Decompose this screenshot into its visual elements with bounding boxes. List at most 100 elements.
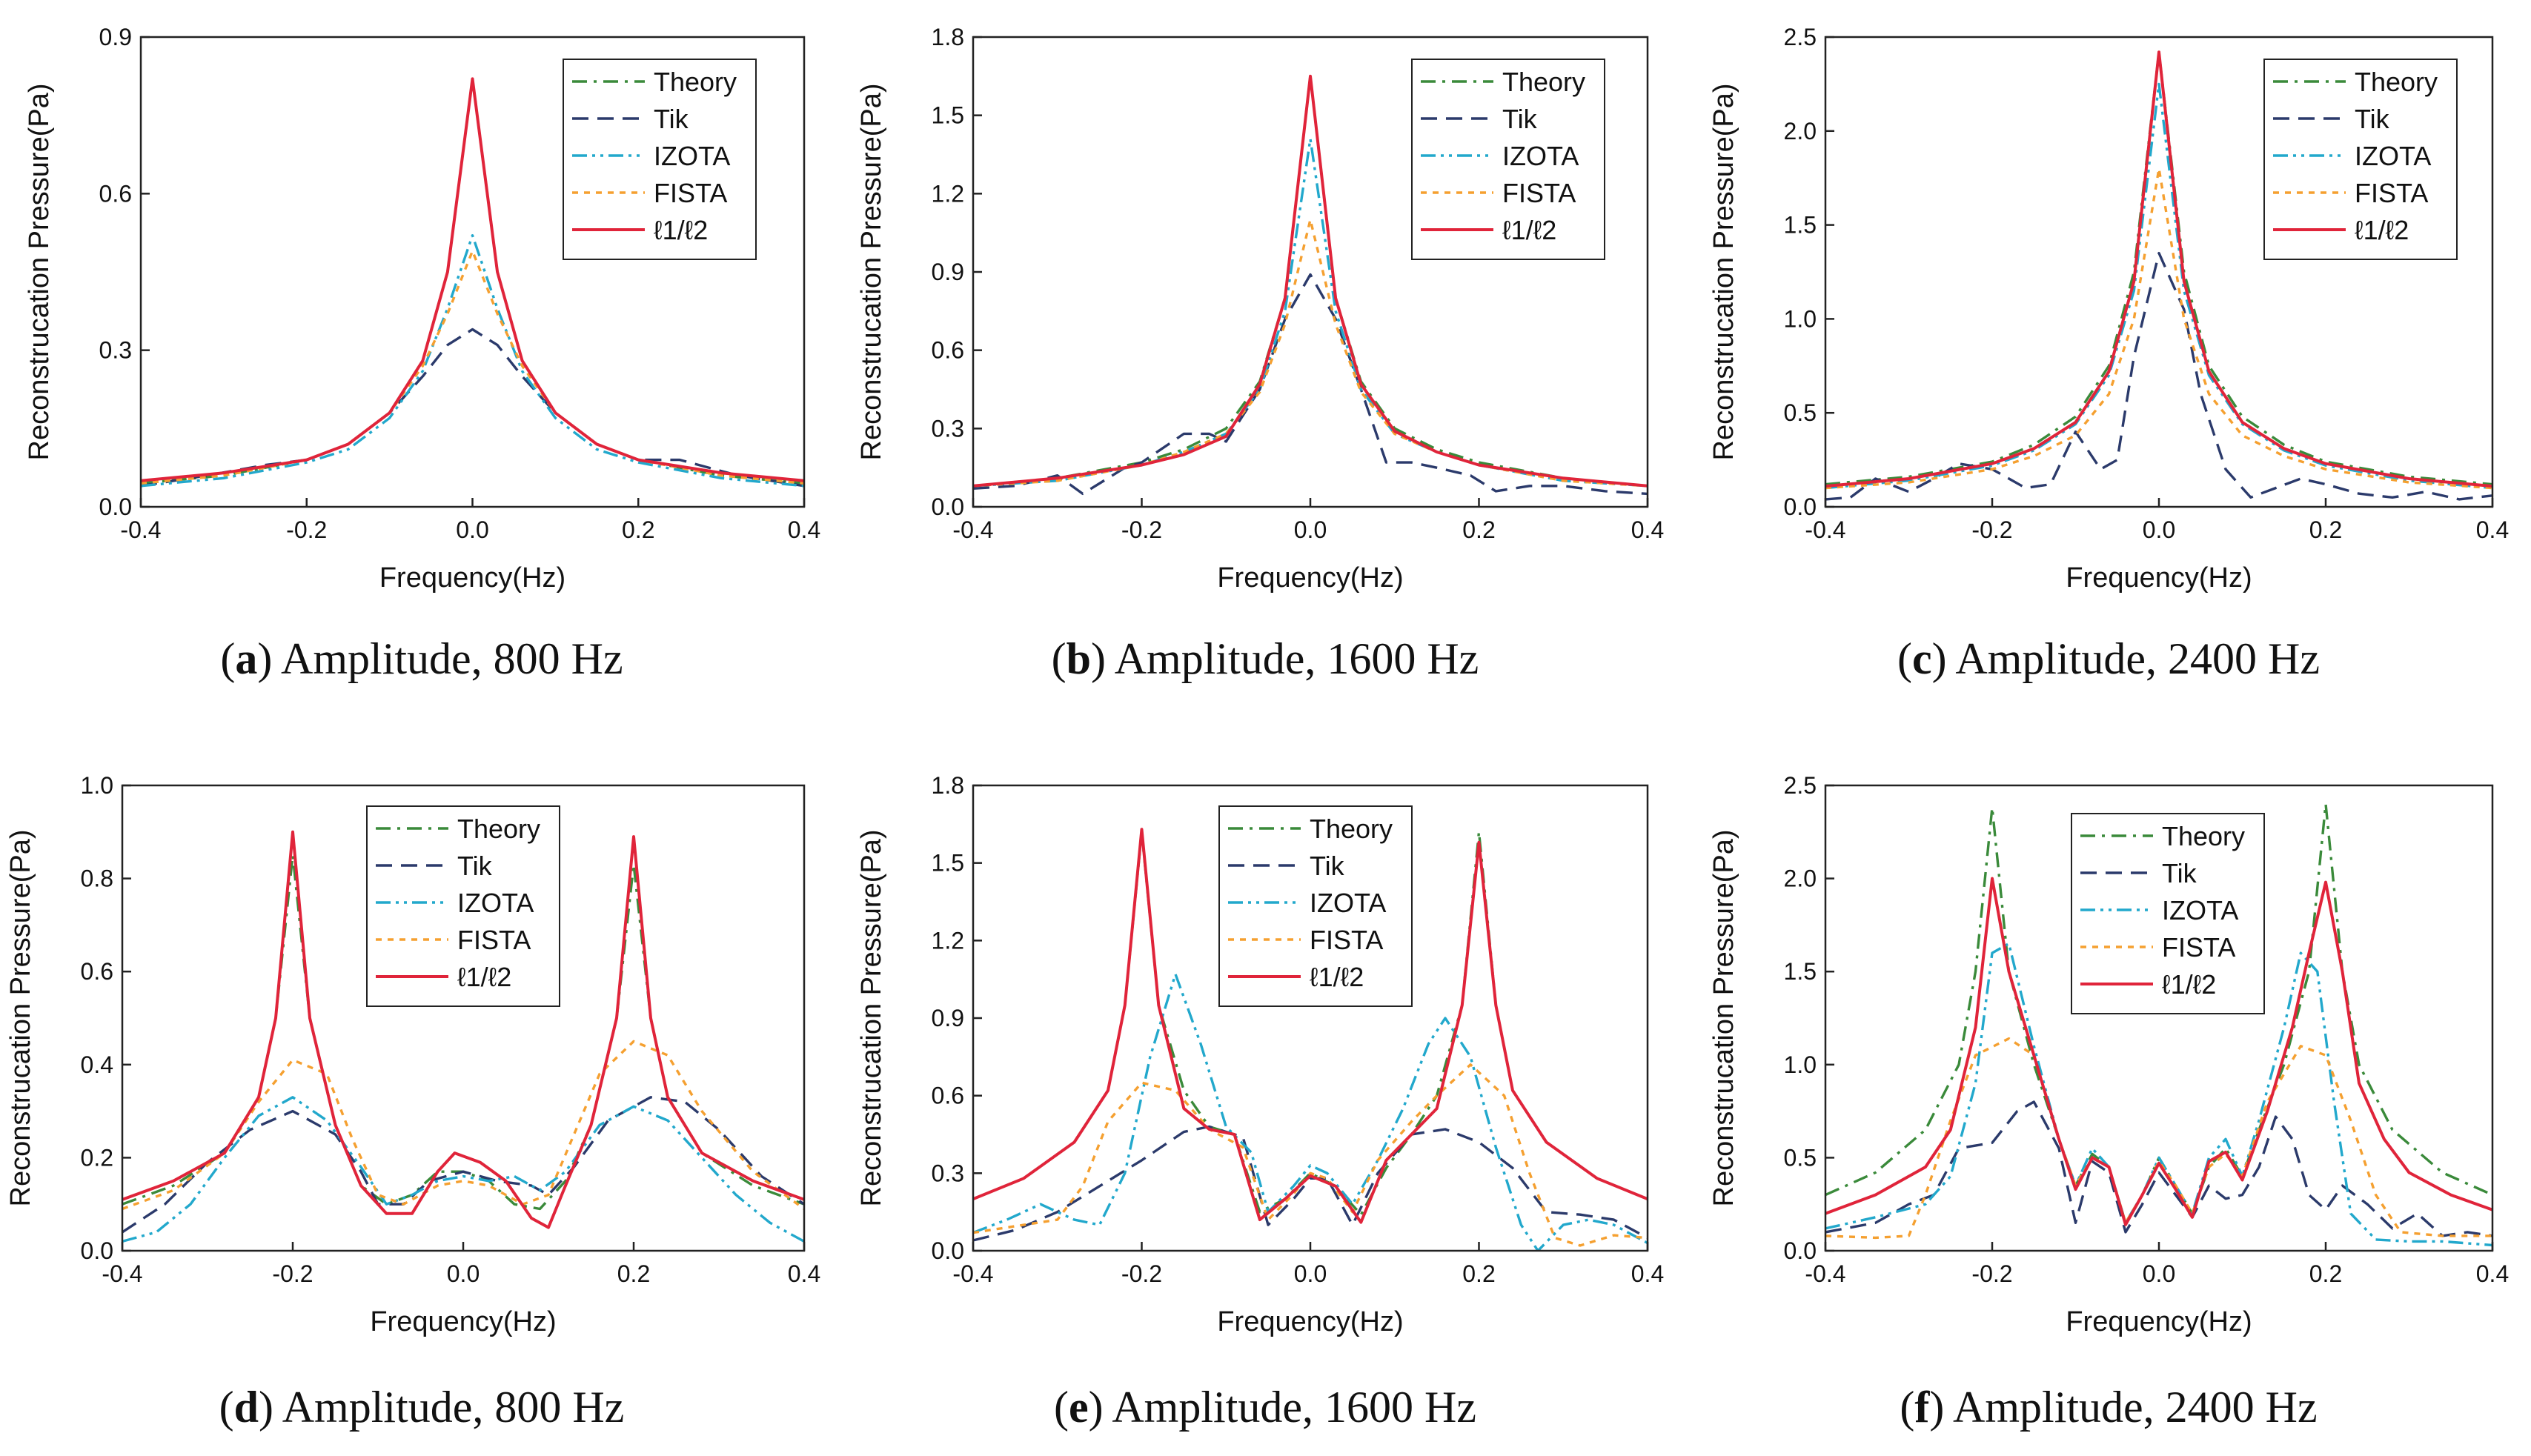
chart-a-legend-label-l1l2: ℓ1/ℓ2 <box>654 215 708 245</box>
caption-a: (a) Amplitude, 800 Hz <box>220 634 623 683</box>
chart-f-xtick-label: -0.4 <box>1805 1260 1845 1287</box>
chart-b-ytick-label: 1.8 <box>932 24 964 50</box>
chart-d-ytick-label: 0.2 <box>81 1144 113 1171</box>
chart-b-ytick-label: 0.0 <box>932 493 964 520</box>
chart-c-xtick-label: -0.4 <box>1805 516 1845 543</box>
chart-c-series-group <box>1825 50 2492 501</box>
caption-c-text: Amplitude, 2400 Hz <box>1946 634 2320 683</box>
chart-b-legend-label-l1l2: ℓ1/ℓ2 <box>1502 215 1556 245</box>
chart-b-xtick-label: -0.2 <box>1121 516 1162 543</box>
chart-c-ytick-label: 2.5 <box>1784 24 1817 50</box>
chart-b-ytick-label: 0.6 <box>932 337 964 364</box>
chart-b-legend-label-IZOTA: IZOTA <box>1502 141 1579 171</box>
chart-d-xtick-label: -0.2 <box>272 1260 313 1287</box>
chart-c-xtick-label: -0.2 <box>1971 516 2012 543</box>
chart-b-series-Tik <box>973 273 1648 496</box>
chart-f-series-Tik <box>1825 1100 2492 1237</box>
chart-d-ytick-label: 1.0 <box>81 772 113 799</box>
chart-a-series-IZOTA <box>141 234 804 488</box>
chart-d: -0.4 -0.2 0.0 0.2 0.4 0.0 0.2 0.4 0.6 0.8 1.0 Frequ… <box>5 772 820 1337</box>
chart-e-ytick-label: 0.6 <box>932 1083 964 1109</box>
chart-c-legend-label-Tik: Tik <box>2355 104 2390 134</box>
chart-f: -0.4 -0.2 0.0 0.2 0.4 0.0 0.5 1.0 1.5 2.0 2.5 Frequ… <box>1708 772 2509 1337</box>
chart-b-legend-label-Tik: Tik <box>1502 104 1538 134</box>
chart-e-xtick-label: -0.4 <box>952 1260 993 1287</box>
caption-f: (f) Amplitude, 2400 Hz <box>1900 1383 2318 1432</box>
chart-e-legend-label-FISTA: FISTA <box>1310 925 1383 955</box>
chart-b-xtick-label: 0.0 <box>1294 516 1327 543</box>
chart-a-legend <box>563 59 757 260</box>
chart-a-xtick-label: -0.2 <box>286 516 327 543</box>
chart-f-xtick-label: 0.2 <box>2309 1260 2342 1287</box>
chart-a-series-FISTA <box>141 250 804 485</box>
chart-c-series-l1l2 <box>1825 50 2492 488</box>
chart-a-xtick-label: 0.0 <box>456 516 488 543</box>
chart-e: -0.4 -0.2 0.0 0.2 0.4 0.0 0.3 0.6 0.9 1.2 1.5 1.8 Fr… <box>856 772 1664 1337</box>
chart-c-series-IZOTA <box>1825 82 2492 490</box>
caption-e: (e) Amplitude, 1600 Hz <box>1054 1383 1476 1432</box>
chart-b-legend-label-FISTA: FISTA <box>1502 178 1576 208</box>
chart-c-legend <box>2263 59 2458 260</box>
chart-e-ytick-label: 0.0 <box>932 1237 964 1264</box>
chart-d-ytick-label: 0.6 <box>81 958 113 985</box>
chart-a-ytick-label: 0.0 <box>99 493 132 520</box>
chart-d-xtick-label: 0.0 <box>447 1260 480 1287</box>
chart-f-xlabel: Frequency(Hz) <box>2066 1306 2252 1337</box>
caption-b: (b) Amplitude, 1600 Hz <box>1051 634 1479 683</box>
chart-d-xtick-label: -0.4 <box>102 1260 142 1287</box>
caption-b-letter: b <box>1066 634 1092 683</box>
chart-b-xtick-label: 0.2 <box>1462 516 1495 543</box>
chart-d-xlabel: Frequency(Hz) <box>370 1306 556 1337</box>
chart-d-series-l1l2 <box>122 830 804 1229</box>
chart-e-ytick-label: 0.9 <box>932 1005 964 1031</box>
caption-c: (c) Amplitude, 2400 Hz <box>1897 634 2320 683</box>
caption-c-letter: c <box>1912 634 1932 683</box>
caption-d-letter: d <box>233 1383 259 1432</box>
chart-b-ytick-label: 1.2 <box>932 180 964 207</box>
chart-b-series-l1l2 <box>973 74 1648 488</box>
chart-f-ylabel: Reconstrucation Pressure(Pa) <box>1708 830 1739 1207</box>
chart-a-xtick-label: 0.2 <box>622 516 654 543</box>
chart-d-ytick-label: 0.4 <box>81 1051 113 1078</box>
caption-d-text: Amplitude, 800 Hz <box>273 1383 625 1432</box>
chart-b-legend-label-Theory: Theory <box>1502 67 1585 97</box>
chart-e-series-IZOTA <box>973 973 1648 1251</box>
chart-c-ytick-label: 0.0 <box>1784 493 1817 520</box>
chart-f-series-group <box>1825 802 2492 1247</box>
chart-c: -0.4 -0.2 0.0 0.2 0.4 0.0 0.5 1.0 1.5 2.0 2.5 Frequ… <box>1708 24 2509 594</box>
chart-c-legend-label-FISTA: FISTA <box>2355 178 2428 208</box>
chart-d-series-group <box>122 830 804 1243</box>
chart-e-xtick-label: 0.0 <box>1294 1260 1327 1287</box>
chart-d-legend <box>366 805 560 1007</box>
chart-a-ytick-label: 0.9 <box>99 24 132 50</box>
chart-b-legend <box>1411 59 1605 260</box>
chart-c-ytick-label: 1.0 <box>1784 305 1817 332</box>
chart-b-series-group <box>973 74 1648 496</box>
chart-f-ytick-label: 2.0 <box>1784 865 1817 892</box>
chart-d-legend-label-l1l2: ℓ1/ℓ2 <box>457 962 511 992</box>
chart-a-legend-label-IZOTA: IZOTA <box>654 141 730 171</box>
chart-f-legend-label-Theory: Theory <box>2162 821 2245 851</box>
chart-e-legend-label-l1l2: ℓ1/ℓ2 <box>1310 962 1364 992</box>
chart-f-legend-label-IZOTA: IZOTA <box>2162 895 2238 925</box>
chart-d-ylabel: Reconstrucation Pressure(Pa) <box>5 830 36 1207</box>
chart-c-legend-label-l1l2: ℓ1/ℓ2 <box>2355 215 2409 245</box>
chart-c-xtick-label: 0.2 <box>2309 516 2342 543</box>
chart-e-series-group <box>973 828 1648 1251</box>
chart-a-series-Tik <box>141 328 804 488</box>
chart-a-legend-label-FISTA: FISTA <box>654 178 727 208</box>
chart-d-series-Tik <box>122 1096 804 1234</box>
chart-a-series-group <box>141 77 804 488</box>
chart-e-legend-label-Theory: Theory <box>1310 814 1393 844</box>
chart-e-ytick-label: 1.2 <box>932 927 964 954</box>
chart-d-ytick-label: 0.0 <box>81 1237 113 1264</box>
chart-d-series-IZOTA <box>122 1096 804 1243</box>
chart-c-legend-label-IZOTA: IZOTA <box>2355 141 2431 171</box>
chart-f-xtick-label: 0.0 <box>2143 1260 2175 1287</box>
chart-f-legend-label-Tik: Tik <box>2162 858 2197 888</box>
chart-e-legend-label-IZOTA: IZOTA <box>1310 888 1386 918</box>
chart-f-ytick-label: 0.5 <box>1784 1144 1817 1171</box>
chart-e-ytick-label: 1.5 <box>932 850 964 877</box>
